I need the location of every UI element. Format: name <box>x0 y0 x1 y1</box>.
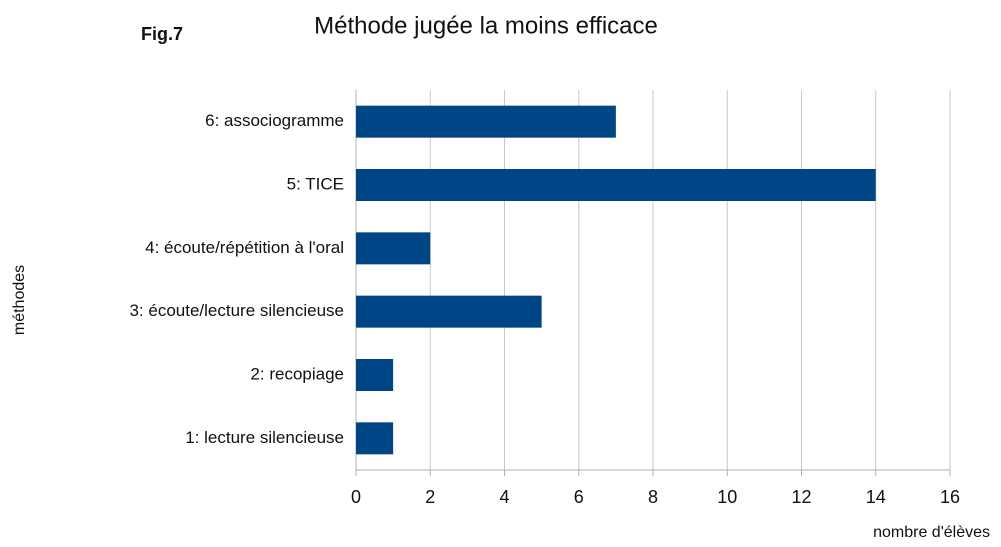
y-tick-label: 1: lecture silencieuse <box>185 428 344 447</box>
x-axis-label: nombre d'élèves <box>873 524 990 541</box>
x-tick-label: 2 <box>425 487 435 507</box>
bar <box>356 105 616 138</box>
x-tick-label: 14 <box>866 487 886 507</box>
bar <box>356 359 394 391</box>
bar <box>356 232 431 265</box>
x-tick-label: 12 <box>791 487 811 507</box>
y-tick-label: 2: recopiage <box>250 364 344 383</box>
figure-label: Fig.7 <box>141 24 183 44</box>
y-tick-label: 3: écoute/lecture silencieuse <box>129 301 344 320</box>
x-tick-label: 10 <box>717 487 737 507</box>
x-tick-label: 8 <box>648 487 658 507</box>
x-tick-label: 6 <box>574 487 584 507</box>
x-tick-label: 16 <box>940 487 960 507</box>
y-tick-label: 6: associogramme <box>205 111 344 130</box>
bar <box>356 169 876 201</box>
y-axis-label: méthodes <box>11 265 28 335</box>
y-tick-label: 5: TICE <box>287 174 344 193</box>
bar <box>356 422 394 455</box>
bar <box>356 295 542 328</box>
chart-title: Méthode jugée la moins efficace <box>314 12 658 39</box>
x-tick-label: 0 <box>351 487 361 507</box>
x-tick-label: 4 <box>499 487 509 507</box>
y-tick-label: 4: écoute/répétition à l'oral <box>145 238 344 257</box>
